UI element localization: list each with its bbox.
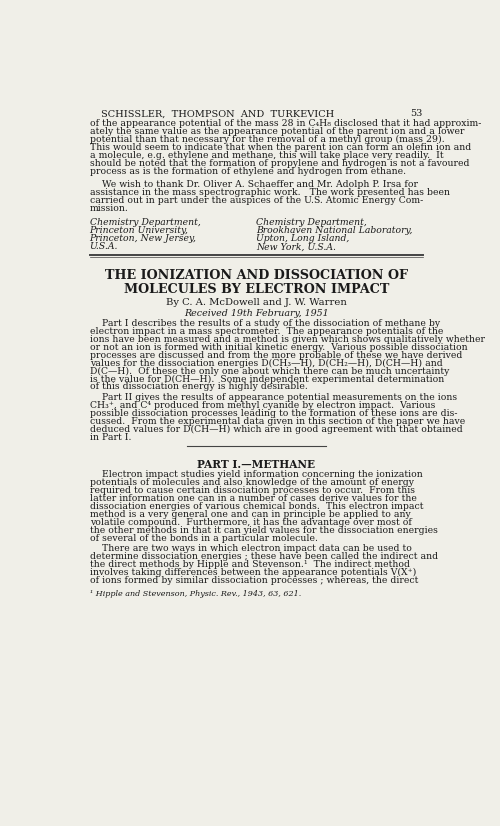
Text: Brookhaven National Laboratory,: Brookhaven National Laboratory, [256,226,413,235]
Text: potentials of molecules and also knowledge of the amount of energy: potentials of molecules and also knowled… [90,478,413,487]
Text: Princeton University,: Princeton University, [90,226,188,235]
Text: ions have been measured and a method is given which shows qualitatively whether: ions have been measured and a method is … [90,335,484,344]
Text: New York, U.S.A.: New York, U.S.A. [256,242,336,251]
Text: of ions formed by similar dissociation processes ; whereas, the direct: of ions formed by similar dissociation p… [90,576,418,585]
Text: Part II gives the results of appearance potential measurements on the ions: Part II gives the results of appearance … [90,393,457,402]
Text: of the appearance potential of the mass 28 in C₄H₈ disclosed that it had approxi: of the appearance potential of the mass … [90,120,481,129]
Text: in Part I.: in Part I. [90,433,131,442]
Text: is the value for D(CH—H).  Some independent experimental determination: is the value for D(CH—H). Some independe… [90,374,444,383]
Text: By C. A. McDowell and J. W. Warren: By C. A. McDowell and J. W. Warren [166,298,346,307]
Text: This would seem to indicate that when the parent ion can form an olefin ion and: This would seem to indicate that when th… [90,144,471,152]
Text: values for the dissociation energies D(CH₃—H), D(CH₂—H), D(CH—H) and: values for the dissociation energies D(C… [90,358,442,368]
Text: Part I describes the results of a study of the dissociation of methane by: Part I describes the results of a study … [90,319,440,328]
Text: processes are discussed and from the more probable of these we have derived: processes are discussed and from the mor… [90,351,462,359]
Text: assistance in the mass spectrographic work.   The work presented has been: assistance in the mass spectrographic wo… [90,188,450,197]
Text: mission.: mission. [90,204,128,213]
Text: deduced values for D(CH—H) which are in good agreement with that obtained: deduced values for D(CH—H) which are in … [90,425,462,434]
Text: or not an ion is formed with initial kinetic energy.  Various possible dissociat: or not an ion is formed with initial kin… [90,343,467,352]
Text: a molecule, e.g. ethylene and methane, this will take place very readily.  It: a molecule, e.g. ethylene and methane, t… [90,151,444,160]
Text: Upton, Long Island,: Upton, Long Island, [256,235,350,244]
Text: required to cause certain dissociation processes to occur.  From this: required to cause certain dissociation p… [90,486,414,495]
Text: the direct methods by Hipple and Stevenson.¹  The indirect method: the direct methods by Hipple and Stevens… [90,560,409,569]
Text: of several of the bonds in a particular molecule.: of several of the bonds in a particular … [90,534,318,543]
Text: electron impact in a mass spectrometer.  The appearance potentials of the: electron impact in a mass spectrometer. … [90,327,443,336]
Text: process as is the formation of ethylene and hydrogen from ethane.: process as is the formation of ethylene … [90,167,406,176]
Text: determine dissociation energies ; these have been called the indirect and: determine dissociation energies ; these … [90,552,438,561]
Text: MOLECULES BY ELECTRON IMPACT: MOLECULES BY ELECTRON IMPACT [124,282,389,296]
Text: U.S.A.: U.S.A. [90,242,118,251]
Text: potential than that necessary for the removal of a methyl group (mass 29).: potential than that necessary for the re… [90,135,444,145]
Text: method is a very general one and can in principle be applied to any: method is a very general one and can in … [90,510,410,519]
Text: cussed.  From the experimental data given in this section of the paper we have: cussed. From the experimental data given… [90,417,465,426]
Text: possible dissociation processes leading to the formation of these ions are dis-: possible dissociation processes leading … [90,409,457,418]
Text: Received 19th February, 1951: Received 19th February, 1951 [184,309,328,318]
Text: carried out in part under the auspices of the U.S. Atomic Energy Com-: carried out in part under the auspices o… [90,196,423,205]
Text: latter information one can in a number of cases derive values for the: latter information one can in a number o… [90,494,416,503]
Text: Electron impact studies yield information concerning the ionization: Electron impact studies yield informatio… [90,470,422,479]
Text: should be noted that the formation of propylene and hydrogen is not a favoured: should be noted that the formation of pr… [90,159,469,169]
Text: volatile compound.  Furthermore, it has the advantage over most of: volatile compound. Furthermore, it has t… [90,518,411,527]
Text: There are two ways in which electron impact data can be used to: There are two ways in which electron imp… [90,544,411,553]
Text: ately the same value as the appearance potential of the parent ion and a lower: ately the same value as the appearance p… [90,127,464,136]
Text: CH₃⁺, and C⁴ produced from methyl cyanide by electron impact.  Various: CH₃⁺, and C⁴ produced from methyl cyanid… [90,401,435,410]
Text: THE IONIZATION AND DISSOCIATION OF: THE IONIZATION AND DISSOCIATION OF [105,269,408,282]
Text: dissociation energies of various chemical bonds.  This electron impact: dissociation energies of various chemica… [90,501,423,510]
Text: Chemistry Department,: Chemistry Department, [256,218,367,227]
Text: 53: 53 [410,109,423,118]
Text: ¹ Hipple and Stevenson, Physic. Rev., 1943, 63, 621.: ¹ Hipple and Stevenson, Physic. Rev., 19… [90,590,301,598]
Text: SCHISSLER,  THOMPSON  AND  TURKEVICH: SCHISSLER, THOMPSON AND TURKEVICH [101,109,334,118]
Text: Princeton, New Jersey,: Princeton, New Jersey, [90,235,196,244]
Text: D(C—H).  Of these the only one about which there can be much uncertainty: D(C—H). Of these the only one about whic… [90,367,449,376]
Text: Chemistry Department,: Chemistry Department, [90,218,200,227]
Text: the other methods in that it can yield values for the dissociation energies: the other methods in that it can yield v… [90,525,438,534]
Text: of this dissociation energy is highly desirable.: of this dissociation energy is highly de… [90,382,308,392]
Text: We wish to thank Dr. Oliver A. Schaeffer and Mr. Adolph P. Irsa for: We wish to thank Dr. Oliver A. Schaeffer… [90,180,417,189]
Text: PART I.—METHANE: PART I.—METHANE [197,459,316,470]
Text: involves taking differences between the appearance potentials V(X⁺): involves taking differences between the … [90,567,416,577]
